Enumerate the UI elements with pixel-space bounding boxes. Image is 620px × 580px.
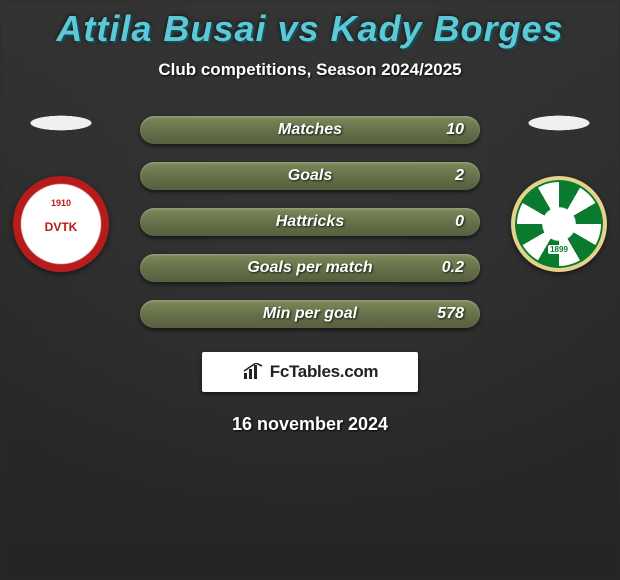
stat-value: 578 (437, 305, 464, 323)
stat-bars: Matches 10 Goals 2 Hattricks 0 Goals per… (140, 116, 480, 328)
player-right-silhouette (507, 110, 611, 136)
brand-text: FcTables.com (270, 362, 379, 382)
stat-label: Goals per match (247, 259, 372, 277)
player-left-silhouette (9, 110, 113, 136)
content-wrapper: Attila Busai vs Kady Borges Club competi… (0, 0, 620, 435)
stat-value: 0 (455, 213, 464, 231)
stat-label: Goals (288, 167, 332, 185)
player-left-column (6, 110, 116, 272)
comparison-area: Matches 10 Goals 2 Hattricks 0 Goals per… (0, 116, 620, 435)
subtitle: Club competitions, Season 2024/2025 (0, 60, 620, 80)
stat-row-goals-per-match: Goals per match 0.2 (140, 254, 480, 282)
stat-value: 10 (446, 121, 464, 139)
club-badge-right (511, 176, 607, 272)
stat-label: Matches (278, 121, 342, 139)
stat-label: Hattricks (276, 213, 344, 231)
chart-icon (242, 363, 264, 381)
stat-label: Min per goal (263, 305, 357, 323)
stat-row-min-per-goal: Min per goal 578 (140, 300, 480, 328)
stat-row-goals: Goals 2 (140, 162, 480, 190)
date-line: 16 november 2024 (0, 414, 620, 435)
stat-row-hattricks: Hattricks 0 (140, 208, 480, 236)
club-badge-left (13, 176, 109, 272)
brand-box[interactable]: FcTables.com (202, 352, 418, 392)
page-title: Attila Busai vs Kady Borges (0, 8, 620, 50)
stat-row-matches: Matches 10 (140, 116, 480, 144)
stat-value: 2 (455, 167, 464, 185)
player-right-column (504, 110, 614, 272)
stat-value: 0.2 (442, 259, 464, 277)
